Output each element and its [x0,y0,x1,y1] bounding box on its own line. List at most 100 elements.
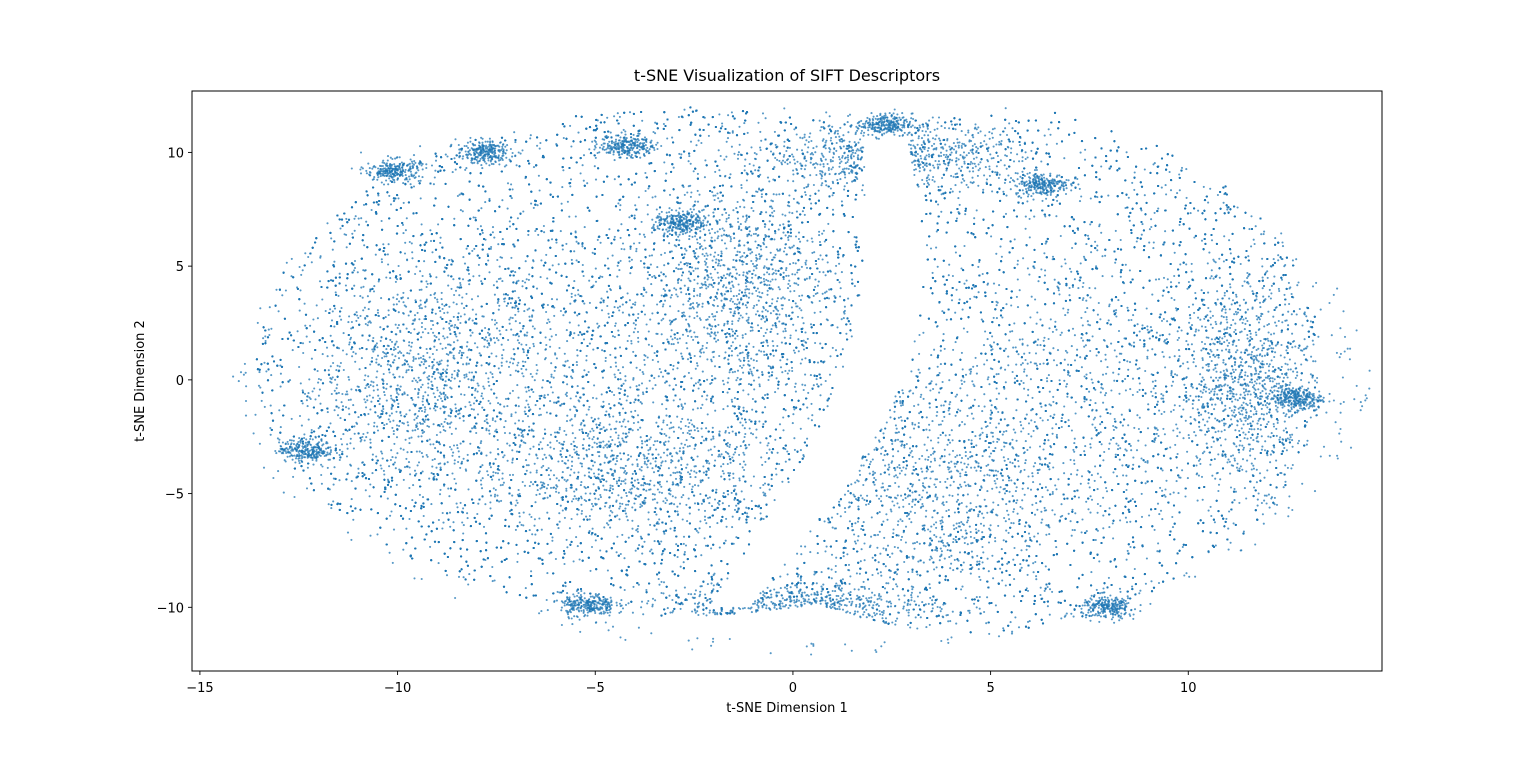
data-point [637,312,640,316]
data-point [678,502,682,505]
data-point [394,467,397,470]
data-point [270,374,273,377]
data-point [592,429,595,432]
data-point [670,294,673,297]
data-point [1223,235,1226,238]
data-point [533,524,536,527]
data-point [616,112,619,115]
data-point [554,557,557,561]
data-point [774,269,777,272]
data-point [1254,225,1257,228]
data-point [979,130,982,133]
data-point [1178,223,1181,226]
data-point [1157,207,1160,210]
data-point [762,398,766,401]
data-point [788,146,791,149]
data-point [1136,368,1139,371]
data-point [686,418,690,421]
data-point [708,462,711,465]
data-point [546,572,549,575]
data-point [1080,316,1083,319]
data-point [950,299,954,302]
data-point [464,168,467,171]
data-point [1208,251,1211,254]
data-point [1279,436,1282,439]
data-point [1169,493,1172,496]
data-point [1104,358,1107,361]
data-point [1087,482,1090,485]
data-point [705,461,708,464]
data-point [606,116,609,119]
data-point [1281,245,1285,248]
data-point [1261,257,1264,260]
data-point [676,555,679,559]
data-point [1161,518,1164,521]
data-point [1125,151,1128,154]
data-point [776,344,779,348]
data-point [1047,337,1050,341]
data-point [570,464,574,468]
data-point [1126,549,1129,552]
data-point [694,611,697,614]
data-point [420,386,423,389]
data-point [1089,371,1092,374]
data-point [695,529,698,532]
data-point [633,401,636,404]
data-point [730,328,733,331]
data-point [389,277,392,280]
data-point [792,323,795,326]
data-point [1010,147,1013,150]
data-point [516,552,519,555]
data-point [1100,360,1103,363]
data-point [1315,414,1318,417]
data-point [1185,168,1188,171]
data-point [1209,505,1212,508]
data-point [1096,511,1099,514]
data-point [641,371,644,374]
chart-title: t-SNE Visualization of SIFT Descriptors [634,66,940,85]
data-point [550,238,554,241]
data-point [903,560,906,564]
data-point [997,410,1000,414]
data-point [929,555,932,558]
data-point [531,533,534,536]
data-point [437,518,440,522]
data-point [746,131,749,134]
data-point [491,565,494,569]
data-point [639,426,642,429]
data-point [449,415,452,418]
data-point [666,137,669,140]
data-point [1181,545,1184,549]
data-point [628,111,632,114]
data-point [1060,503,1063,506]
data-point [1242,298,1245,301]
data-point [1107,194,1110,197]
data-point [1268,288,1271,291]
data-point [1314,379,1317,382]
data-point [621,533,624,536]
data-point [1024,215,1027,218]
data-point [994,482,997,485]
data-point [484,558,487,562]
data-point [909,626,912,629]
data-point [590,416,593,419]
data-point [608,415,611,418]
data-point [910,370,913,373]
data-point [884,565,887,568]
data-point [809,132,812,135]
data-point [703,515,707,518]
data-point [722,233,726,236]
data-point [701,344,704,347]
data-point [925,244,929,247]
data-point [829,393,832,396]
data-point [679,231,682,234]
data-point [462,576,465,579]
data-point [750,207,753,210]
data-point [618,413,621,417]
data-point [442,521,445,524]
data-point [750,357,753,360]
data-point [1253,242,1256,246]
data-point [517,405,520,408]
data-point [578,525,581,528]
data-point [809,530,812,533]
